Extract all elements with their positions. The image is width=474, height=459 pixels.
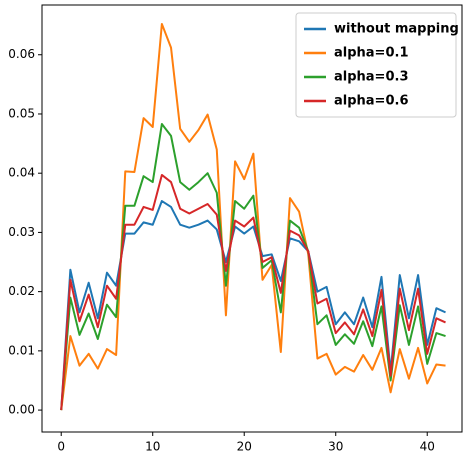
y-tick-label: 0.04: [8, 166, 35, 180]
y-tick-label: 0.00: [8, 403, 35, 417]
y-tick-label: 0.06: [8, 47, 35, 61]
legend-box: [295, 12, 457, 118]
series-line: [60, 200, 446, 411]
y-tick-label: 0.01: [8, 343, 35, 357]
plot-frame: [41, 4, 463, 433]
y-tick-label: 0.03: [8, 225, 35, 239]
x-tick-label: 0: [57, 440, 65, 454]
x-tick-label: 10: [145, 440, 160, 454]
series-line: [60, 123, 446, 411]
x-tick-label: 30: [328, 440, 343, 454]
y-tick-label: 0.05: [8, 106, 35, 120]
legend-label: alpha=0.6: [334, 94, 408, 109]
series-line: [60, 173, 446, 411]
legend-label: without mapping: [334, 22, 459, 37]
y-tick-label: 0.02: [8, 284, 35, 298]
legend: without mapping alpha=0.1 alpha=0.3 alpha=0…: [295, 12, 459, 118]
series-line: [60, 22, 446, 411]
legend-label: alpha=0.3: [334, 70, 408, 85]
legend-label: alpha=0.1: [334, 46, 408, 61]
x-tick-label: 40: [420, 440, 435, 454]
x-tick-label: 20: [237, 440, 252, 454]
